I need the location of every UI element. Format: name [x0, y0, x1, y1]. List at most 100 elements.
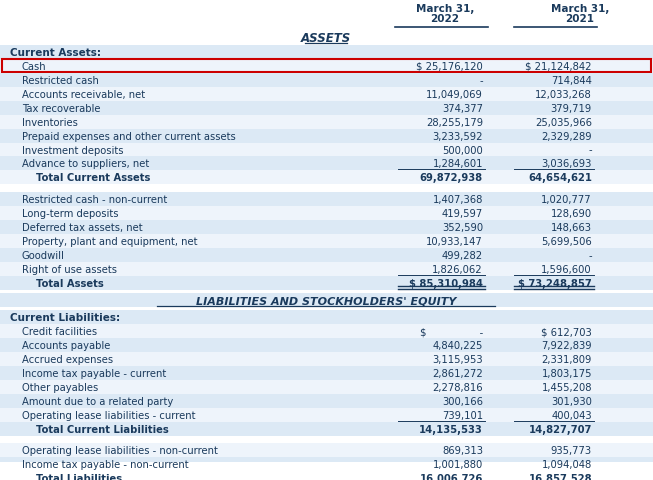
Text: 1,020,777: 1,020,777	[541, 194, 592, 204]
Text: 500,000: 500,000	[442, 145, 483, 155]
Text: 1,596,600: 1,596,600	[541, 264, 592, 274]
Text: 419,597: 419,597	[441, 208, 483, 218]
Text: 2,329,289: 2,329,289	[541, 132, 592, 141]
Text: Total Assets: Total Assets	[22, 278, 104, 288]
Text: 739,101: 739,101	[442, 410, 483, 420]
FancyBboxPatch shape	[0, 73, 653, 87]
FancyBboxPatch shape	[0, 366, 653, 380]
Text: 16,006,726: 16,006,726	[420, 473, 483, 480]
Text: 4,840,225: 4,840,225	[433, 340, 483, 350]
Text: 69,872,938: 69,872,938	[420, 173, 483, 183]
Text: 1,284,601: 1,284,601	[432, 159, 483, 169]
Text: Right of use assets: Right of use assets	[22, 264, 117, 274]
FancyBboxPatch shape	[0, 192, 653, 206]
Text: Credit facilities: Credit facilities	[22, 326, 97, 336]
Text: Total Current Assets: Total Current Assets	[22, 173, 150, 183]
Text: 300,166: 300,166	[442, 396, 483, 406]
Text: Long-term deposits: Long-term deposits	[22, 208, 118, 218]
Text: -: -	[479, 76, 483, 85]
Text: 1,455,208: 1,455,208	[541, 382, 592, 392]
Text: $ 21,124,842: $ 21,124,842	[526, 62, 592, 72]
Text: Investment deposits: Investment deposits	[22, 145, 123, 155]
Text: 148,663: 148,663	[551, 222, 592, 232]
FancyBboxPatch shape	[0, 143, 653, 157]
Text: Tax recoverable: Tax recoverable	[22, 104, 101, 113]
Text: 2,861,272: 2,861,272	[432, 368, 483, 378]
Text: 869,313: 869,313	[442, 445, 483, 456]
Text: 1,407,368: 1,407,368	[433, 194, 483, 204]
Text: 25,035,966: 25,035,966	[535, 118, 592, 127]
Text: Total Liabilities: Total Liabilities	[22, 473, 122, 480]
Text: 374,377: 374,377	[442, 104, 483, 113]
Text: Amount due to a related party: Amount due to a related party	[22, 396, 173, 406]
Text: March 31,: March 31,	[416, 4, 474, 13]
Text: 2,278,816: 2,278,816	[432, 382, 483, 392]
Text: $ 612,703: $ 612,703	[541, 326, 592, 336]
Text: 2022: 2022	[430, 14, 460, 24]
Text: 1,001,880: 1,001,880	[433, 459, 483, 469]
Text: 935,773: 935,773	[551, 445, 592, 456]
Text: 128,690: 128,690	[551, 208, 592, 218]
Text: Other payables: Other payables	[22, 382, 98, 392]
Text: 1,803,175: 1,803,175	[541, 368, 592, 378]
Text: 379,719: 379,719	[550, 104, 592, 113]
Text: Operating lease liabilities - current: Operating lease liabilities - current	[22, 410, 195, 420]
FancyBboxPatch shape	[0, 0, 653, 35]
Text: Inventories: Inventories	[22, 118, 78, 127]
Text: 499,282: 499,282	[442, 250, 483, 260]
FancyBboxPatch shape	[0, 352, 653, 366]
Text: Property, plant and equipment, net: Property, plant and equipment, net	[22, 236, 197, 246]
Text: 352,590: 352,590	[442, 222, 483, 232]
Text: ASSETS: ASSETS	[301, 32, 351, 45]
Text: Prepaid expenses and other current assets: Prepaid expenses and other current asset…	[22, 132, 236, 141]
FancyBboxPatch shape	[0, 380, 653, 394]
FancyBboxPatch shape	[0, 220, 653, 234]
Text: March 31,: March 31,	[551, 4, 609, 13]
FancyBboxPatch shape	[0, 129, 653, 143]
Text: 16,857,528: 16,857,528	[528, 473, 592, 480]
FancyBboxPatch shape	[0, 157, 653, 171]
FancyBboxPatch shape	[0, 394, 653, 408]
FancyBboxPatch shape	[0, 408, 653, 422]
FancyBboxPatch shape	[0, 471, 653, 480]
Text: 301,930: 301,930	[551, 396, 592, 406]
Text: Goodwill: Goodwill	[22, 250, 65, 260]
Text: Income tax payable - current: Income tax payable - current	[22, 368, 167, 378]
Text: Current Assets:: Current Assets:	[10, 48, 101, 58]
Text: Advance to suppliers, net: Advance to suppliers, net	[22, 159, 150, 169]
Text: 14,827,707: 14,827,707	[529, 424, 592, 434]
Text: 1,094,048: 1,094,048	[542, 459, 592, 469]
Text: Total Current Liabilities: Total Current Liabilities	[22, 424, 168, 434]
Text: 3,233,592: 3,233,592	[432, 132, 483, 141]
Text: Current Liabilities:: Current Liabilities:	[10, 312, 120, 323]
FancyBboxPatch shape	[0, 171, 653, 185]
Text: Accounts payable: Accounts payable	[22, 340, 110, 350]
FancyBboxPatch shape	[0, 115, 653, 129]
FancyBboxPatch shape	[0, 324, 653, 338]
Text: $ 73,248,857: $ 73,248,857	[518, 278, 592, 288]
FancyBboxPatch shape	[0, 60, 653, 73]
Text: $ 25,176,120: $ 25,176,120	[416, 62, 483, 72]
Text: 2,331,809: 2,331,809	[541, 354, 592, 364]
FancyBboxPatch shape	[0, 87, 653, 101]
FancyBboxPatch shape	[0, 248, 653, 262]
Text: 714,844: 714,844	[551, 76, 592, 85]
Text: 12,033,268: 12,033,268	[535, 90, 592, 99]
Text: 64,654,621: 64,654,621	[528, 173, 592, 183]
Text: Restricted cash: Restricted cash	[22, 76, 99, 85]
Text: Operating lease liabilities - non-current: Operating lease liabilities - non-curren…	[22, 445, 218, 456]
Text: -: -	[588, 145, 592, 155]
FancyBboxPatch shape	[0, 46, 653, 60]
FancyBboxPatch shape	[0, 457, 653, 471]
Text: 5,699,506: 5,699,506	[541, 236, 592, 246]
FancyBboxPatch shape	[0, 262, 653, 276]
Text: 10,933,147: 10,933,147	[426, 236, 483, 246]
FancyBboxPatch shape	[0, 206, 653, 220]
FancyBboxPatch shape	[0, 444, 653, 457]
FancyBboxPatch shape	[0, 311, 653, 324]
Text: Cash: Cash	[22, 62, 46, 72]
FancyBboxPatch shape	[0, 101, 653, 115]
Text: 3,036,693: 3,036,693	[541, 159, 592, 169]
FancyBboxPatch shape	[0, 422, 653, 436]
Text: Accounts receivable, net: Accounts receivable, net	[22, 90, 145, 99]
